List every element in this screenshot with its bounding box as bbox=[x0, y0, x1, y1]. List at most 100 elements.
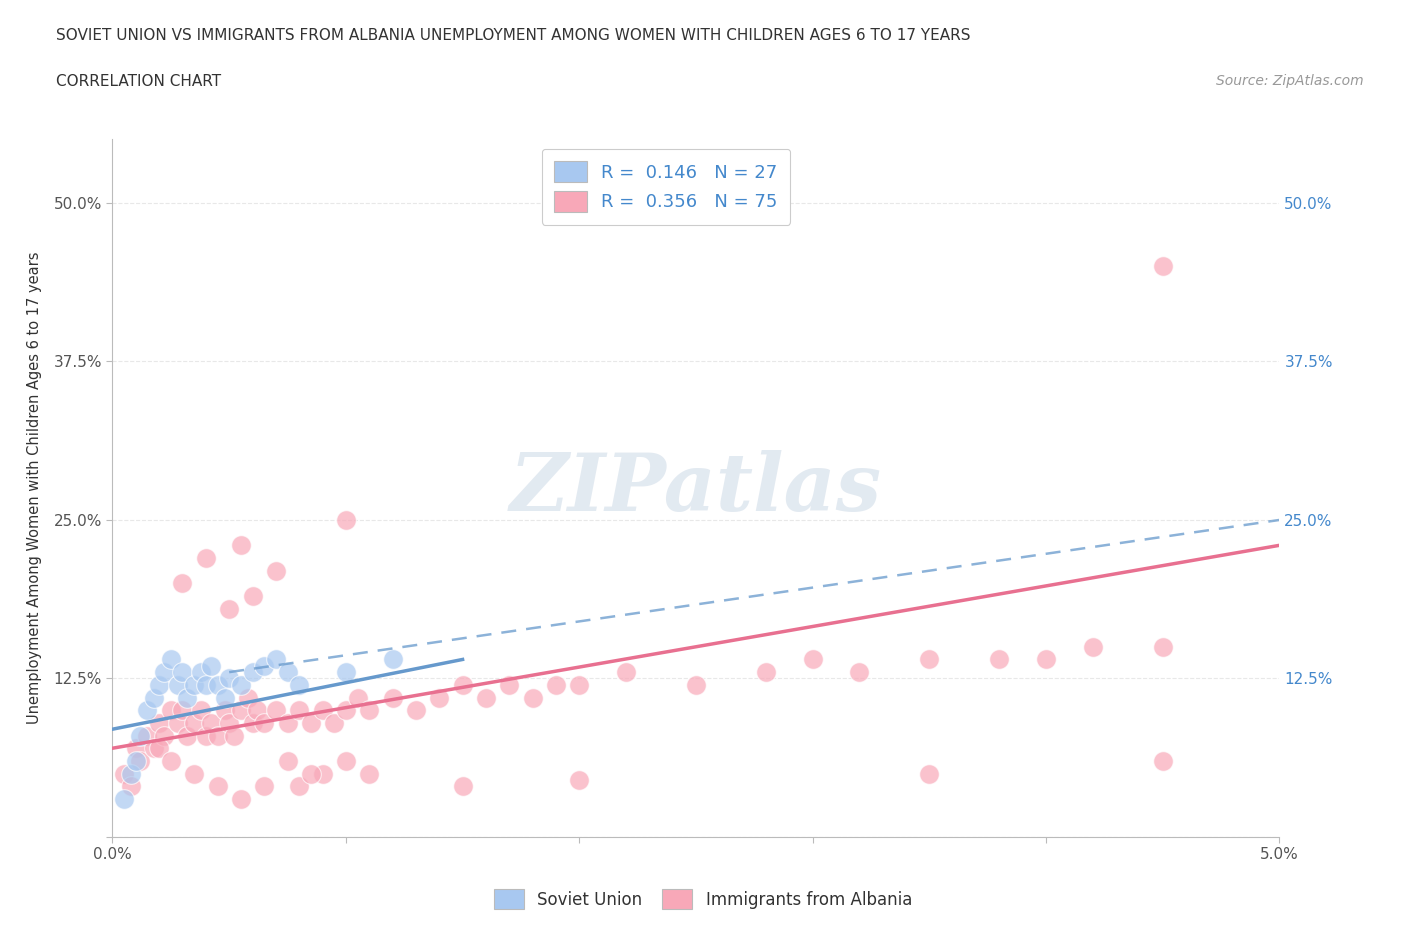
Point bbox=[264, 564, 287, 578]
Point bbox=[246, 703, 269, 718]
Point bbox=[160, 652, 183, 667]
Point bbox=[522, 690, 544, 705]
Text: SOVIET UNION VS IMMIGRANTS FROM ALBANIA UNEMPLOYMENT AMONG WOMEN WITH CHILDREN A: SOVIET UNION VS IMMIGRANTS FROM ALBANIA … bbox=[56, 28, 970, 43]
Point bbox=[120, 778, 142, 793]
Point bbox=[253, 658, 276, 673]
Point bbox=[190, 703, 212, 718]
Point bbox=[475, 690, 498, 705]
Point bbox=[194, 551, 217, 565]
Point bbox=[172, 576, 194, 591]
Point bbox=[242, 715, 264, 730]
Point bbox=[405, 703, 427, 718]
Point bbox=[218, 671, 240, 686]
Point bbox=[288, 677, 311, 692]
Point bbox=[1081, 639, 1104, 654]
Point bbox=[143, 690, 166, 705]
Point bbox=[277, 753, 299, 768]
Point bbox=[498, 677, 520, 692]
Y-axis label: Unemployment Among Women with Children Ages 6 to 17 years: Unemployment Among Women with Children A… bbox=[28, 252, 42, 724]
Point bbox=[848, 665, 870, 680]
Point bbox=[277, 665, 299, 680]
Point bbox=[200, 715, 222, 730]
Point bbox=[311, 703, 333, 718]
Point bbox=[988, 652, 1011, 667]
Point bbox=[160, 703, 183, 718]
Text: CORRELATION CHART: CORRELATION CHART bbox=[56, 74, 221, 89]
Point bbox=[153, 665, 176, 680]
Point bbox=[229, 538, 252, 552]
Point bbox=[172, 665, 194, 680]
Point bbox=[218, 715, 240, 730]
Point bbox=[288, 778, 311, 793]
Point bbox=[125, 753, 148, 768]
Point bbox=[176, 728, 198, 743]
Point bbox=[120, 766, 142, 781]
Point bbox=[685, 677, 707, 692]
Point bbox=[136, 728, 159, 743]
Point bbox=[176, 690, 198, 705]
Point bbox=[264, 703, 287, 718]
Point bbox=[242, 589, 264, 604]
Point bbox=[172, 703, 194, 718]
Point bbox=[200, 658, 222, 673]
Point bbox=[264, 652, 287, 667]
Point bbox=[359, 766, 381, 781]
Point bbox=[166, 677, 188, 692]
Point bbox=[1152, 753, 1174, 768]
Point bbox=[148, 677, 170, 692]
Point bbox=[207, 677, 229, 692]
Point bbox=[918, 766, 941, 781]
Point bbox=[112, 791, 135, 806]
Point bbox=[299, 715, 322, 730]
Point bbox=[288, 703, 311, 718]
Point bbox=[236, 690, 259, 705]
Point bbox=[183, 766, 205, 781]
Text: ZIPatlas: ZIPatlas bbox=[510, 449, 882, 527]
Point bbox=[129, 728, 152, 743]
Point bbox=[253, 778, 276, 793]
Point bbox=[190, 665, 212, 680]
Point bbox=[311, 766, 333, 781]
Point bbox=[136, 703, 159, 718]
Point bbox=[335, 512, 357, 527]
Point bbox=[299, 766, 322, 781]
Legend: R =  0.146   N = 27, R =  0.356   N = 75: R = 0.146 N = 27, R = 0.356 N = 75 bbox=[541, 149, 790, 224]
Point bbox=[381, 652, 404, 667]
Point bbox=[1035, 652, 1057, 667]
Point bbox=[277, 715, 299, 730]
Point bbox=[166, 715, 188, 730]
Point bbox=[346, 690, 368, 705]
Point bbox=[242, 665, 264, 680]
Point bbox=[568, 773, 591, 788]
Point bbox=[381, 690, 404, 705]
Point bbox=[1152, 639, 1174, 654]
Point bbox=[335, 703, 357, 718]
Point bbox=[229, 703, 252, 718]
Point bbox=[129, 753, 152, 768]
Point bbox=[614, 665, 637, 680]
Point bbox=[183, 715, 205, 730]
Point bbox=[214, 703, 236, 718]
Point bbox=[222, 728, 245, 743]
Point bbox=[544, 677, 567, 692]
Point bbox=[183, 677, 205, 692]
Point bbox=[451, 677, 474, 692]
Point bbox=[918, 652, 941, 667]
Point bbox=[359, 703, 381, 718]
Point bbox=[801, 652, 824, 667]
Point bbox=[253, 715, 276, 730]
Point bbox=[451, 778, 474, 793]
Point bbox=[194, 728, 217, 743]
Point bbox=[207, 778, 229, 793]
Point bbox=[1152, 259, 1174, 273]
Point bbox=[323, 715, 346, 730]
Point bbox=[160, 753, 183, 768]
Point bbox=[112, 766, 135, 781]
Point bbox=[125, 741, 148, 756]
Point bbox=[755, 665, 778, 680]
Point bbox=[207, 728, 229, 743]
Point bbox=[214, 690, 236, 705]
Point bbox=[427, 690, 450, 705]
Point bbox=[148, 741, 170, 756]
Point bbox=[335, 665, 357, 680]
